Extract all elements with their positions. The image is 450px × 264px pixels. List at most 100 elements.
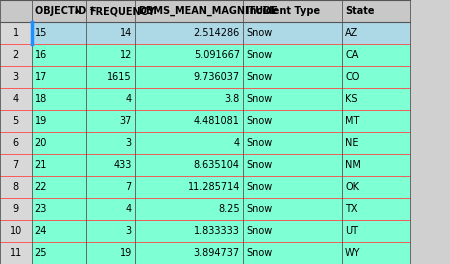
Text: Snow: Snow xyxy=(246,138,272,148)
Bar xyxy=(243,110,342,132)
Text: 1615: 1615 xyxy=(107,72,132,82)
Bar xyxy=(342,132,410,154)
Bar xyxy=(135,154,243,176)
Text: FREQUENCY: FREQUENCY xyxy=(89,6,154,16)
Bar xyxy=(86,176,135,198)
Text: Incident Type: Incident Type xyxy=(246,6,320,16)
Bar xyxy=(0,0,32,22)
Bar xyxy=(243,220,342,242)
Text: UT: UT xyxy=(345,226,358,236)
Text: ▲: ▲ xyxy=(75,8,80,13)
Text: Snow: Snow xyxy=(246,160,272,170)
Bar xyxy=(32,44,86,66)
Bar xyxy=(342,44,410,66)
Text: 18: 18 xyxy=(35,94,47,104)
Text: Snow: Snow xyxy=(246,248,272,258)
Text: Snow: Snow xyxy=(246,28,272,38)
Bar xyxy=(135,110,243,132)
Text: 3: 3 xyxy=(126,226,132,236)
Bar xyxy=(0,44,32,66)
Text: 4: 4 xyxy=(234,138,240,148)
Text: DBMS_MEAN_MAGNITUDE: DBMS_MEAN_MAGNITUDE xyxy=(138,6,278,16)
Bar xyxy=(135,198,243,220)
Text: 3.894737: 3.894737 xyxy=(194,248,240,258)
Bar xyxy=(0,198,32,220)
Bar xyxy=(32,0,86,22)
Bar xyxy=(243,198,342,220)
Text: 10: 10 xyxy=(9,226,22,236)
Bar xyxy=(342,110,410,132)
Bar xyxy=(0,110,32,132)
Bar xyxy=(135,66,243,88)
Text: CA: CA xyxy=(345,50,359,60)
Bar xyxy=(86,0,135,22)
Text: State: State xyxy=(345,6,375,16)
Text: NM: NM xyxy=(345,160,361,170)
Text: WY: WY xyxy=(345,248,360,258)
Text: CO: CO xyxy=(345,72,360,82)
Text: OBJECTID *: OBJECTID * xyxy=(35,6,94,16)
Bar xyxy=(342,66,410,88)
Text: 22: 22 xyxy=(35,182,47,192)
Bar xyxy=(342,88,410,110)
Bar xyxy=(342,220,410,242)
Bar xyxy=(135,220,243,242)
Text: 6: 6 xyxy=(13,138,19,148)
Bar xyxy=(0,154,32,176)
Text: 17: 17 xyxy=(35,72,47,82)
Bar xyxy=(135,242,243,264)
Bar xyxy=(243,22,342,44)
Text: AZ: AZ xyxy=(345,28,358,38)
Text: 4: 4 xyxy=(126,204,132,214)
Text: 20: 20 xyxy=(35,138,47,148)
Text: Snow: Snow xyxy=(246,72,272,82)
Bar xyxy=(0,176,32,198)
Text: MT: MT xyxy=(345,116,360,126)
Bar xyxy=(135,132,243,154)
Text: 14: 14 xyxy=(120,28,132,38)
Bar xyxy=(0,132,32,154)
Bar xyxy=(32,198,86,220)
Bar xyxy=(86,220,135,242)
Text: TX: TX xyxy=(345,204,358,214)
Bar xyxy=(243,44,342,66)
Text: Snow: Snow xyxy=(246,226,272,236)
Bar xyxy=(32,176,86,198)
Text: Snow: Snow xyxy=(246,94,272,104)
Bar xyxy=(32,66,86,88)
Bar xyxy=(0,242,32,264)
Text: 19: 19 xyxy=(120,248,132,258)
Text: 25: 25 xyxy=(35,248,47,258)
Text: 3.8: 3.8 xyxy=(225,94,240,104)
Bar xyxy=(243,88,342,110)
Bar xyxy=(32,132,86,154)
Text: 7: 7 xyxy=(13,160,19,170)
Bar xyxy=(342,198,410,220)
Text: OK: OK xyxy=(345,182,359,192)
Bar xyxy=(32,88,86,110)
Bar xyxy=(86,22,135,44)
Text: 2.514286: 2.514286 xyxy=(194,28,240,38)
Text: 3: 3 xyxy=(13,72,19,82)
Text: 9.736037: 9.736037 xyxy=(194,72,240,82)
Text: 11.285714: 11.285714 xyxy=(188,182,240,192)
Bar xyxy=(86,154,135,176)
Bar xyxy=(135,44,243,66)
Bar xyxy=(86,242,135,264)
Text: 8.635104: 8.635104 xyxy=(194,160,240,170)
Bar xyxy=(0,220,32,242)
Text: KS: KS xyxy=(345,94,358,104)
Bar xyxy=(0,22,32,44)
Bar xyxy=(342,242,410,264)
Bar xyxy=(135,0,243,22)
Bar xyxy=(32,242,86,264)
Text: 4: 4 xyxy=(126,94,132,104)
Text: 1.833333: 1.833333 xyxy=(194,226,240,236)
Bar xyxy=(32,154,86,176)
Text: 2: 2 xyxy=(13,50,19,60)
Text: 5.091667: 5.091667 xyxy=(194,50,240,60)
Bar xyxy=(0,66,32,88)
Text: 15: 15 xyxy=(35,28,47,38)
Text: 19: 19 xyxy=(35,116,47,126)
Text: 5: 5 xyxy=(13,116,19,126)
